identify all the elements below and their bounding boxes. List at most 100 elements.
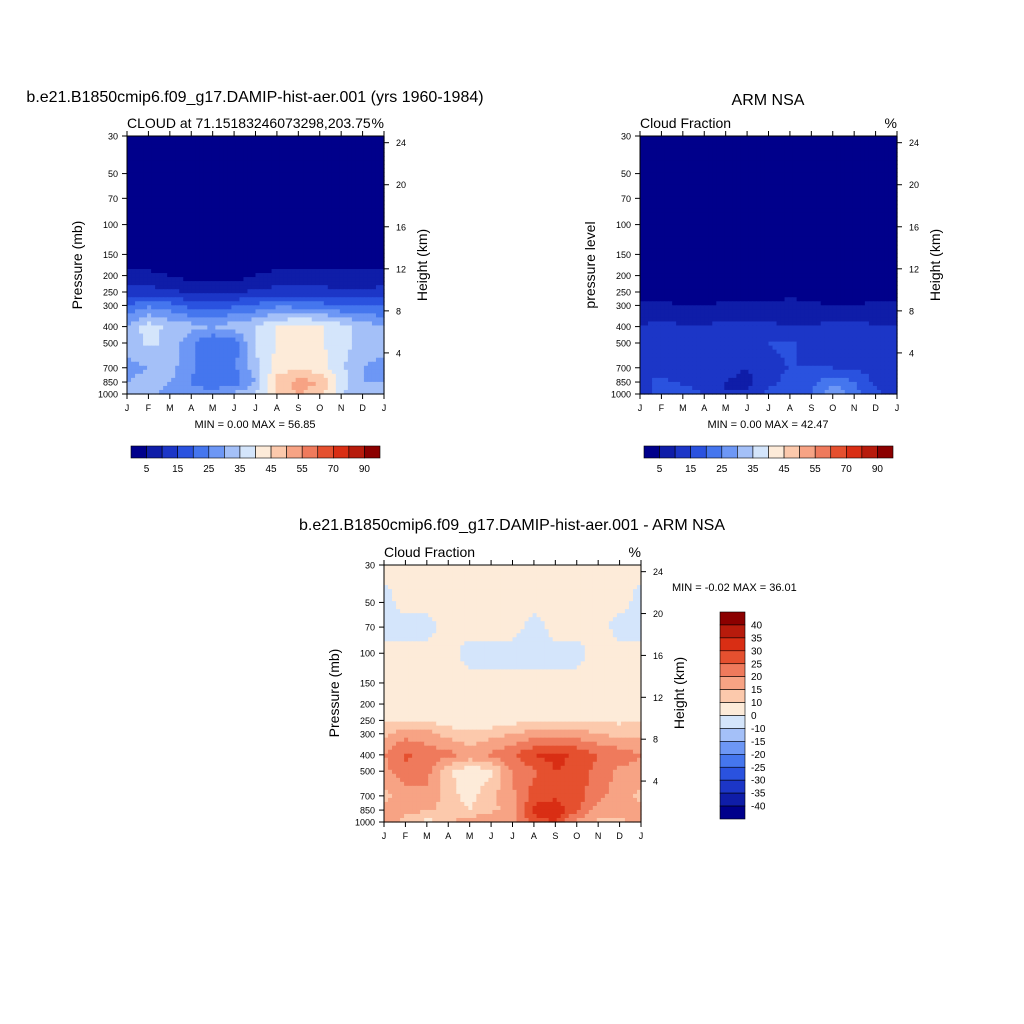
contour-cell — [788, 152, 794, 157]
contour-cell — [247, 148, 253, 153]
contour-cell — [235, 301, 241, 306]
contour-cell — [283, 160, 289, 165]
contour-cell — [195, 144, 200, 149]
contour-cell — [199, 228, 204, 234]
contour-cell — [255, 260, 261, 266]
contour-cell — [235, 236, 241, 242]
contour-cell — [231, 248, 237, 254]
contour-cell — [311, 192, 317, 198]
contour-cell — [195, 192, 200, 198]
contour-cell — [808, 168, 814, 173]
contour-cell — [199, 196, 204, 202]
contour-cell — [764, 180, 770, 185]
contour-cell — [143, 260, 148, 266]
contour-cell — [884, 168, 890, 173]
contour-cell — [171, 164, 176, 169]
contour-cell — [171, 220, 176, 226]
contour-cell — [275, 252, 281, 258]
contour-cell — [239, 180, 245, 185]
contour-cell — [740, 176, 746, 181]
contour-cell — [824, 152, 830, 157]
contour-cell — [656, 180, 661, 185]
contour-cell — [712, 156, 717, 161]
contour-cell — [255, 204, 261, 210]
contour-cell — [307, 260, 313, 266]
contour-cell — [175, 196, 180, 202]
contour-cell — [219, 341, 224, 347]
contour-cell — [243, 164, 249, 169]
contour-cell — [279, 381, 285, 387]
contour-cell — [744, 176, 750, 181]
contour-cell — [363, 256, 369, 262]
contour-cell — [155, 176, 160, 181]
contour-cell — [195, 337, 200, 343]
contour-cell — [207, 204, 212, 210]
contour-cell — [363, 140, 369, 145]
contour-cell — [247, 232, 253, 238]
contour-cell — [856, 172, 862, 177]
contour-cell — [327, 192, 333, 198]
contour-cell — [211, 240, 216, 246]
contour-cell — [231, 293, 237, 298]
contour-cell — [167, 309, 172, 314]
contour-cell — [163, 244, 168, 250]
contour-cell — [756, 180, 762, 185]
contour-cell — [143, 321, 148, 327]
contour-cell — [219, 248, 224, 254]
contour-cell — [143, 337, 148, 343]
contour-cell — [191, 208, 196, 214]
contour-cell — [191, 200, 196, 206]
contour-cell — [768, 156, 774, 161]
contour-cell — [331, 244, 337, 250]
contour-cell — [299, 389, 305, 395]
contour-cell — [251, 156, 257, 161]
contour-cell — [231, 321, 237, 327]
contour-cell — [331, 164, 337, 169]
contour-cell — [267, 136, 273, 141]
contour-cell — [271, 313, 277, 319]
contour-cell — [760, 180, 766, 185]
contour-cell — [211, 176, 216, 181]
contour-cell — [323, 208, 329, 214]
contour-cell — [155, 269, 160, 274]
contour-cell — [295, 204, 301, 210]
contour-cell — [355, 176, 361, 181]
contour-cell — [203, 156, 208, 161]
contour-cell — [359, 240, 365, 246]
contour-cell — [323, 188, 329, 194]
contour-cell — [732, 136, 737, 141]
contour-cell — [291, 337, 297, 343]
contour-cell — [660, 176, 665, 181]
contour-cell — [243, 256, 249, 262]
contour-cell — [259, 385, 265, 391]
contour-cell — [760, 140, 766, 145]
contour-cell — [311, 265, 317, 270]
contour-cell — [239, 313, 245, 319]
contour-cell — [247, 337, 253, 343]
contour-cell — [287, 244, 293, 250]
contour-cell — [231, 260, 237, 266]
contour-cell — [379, 224, 385, 230]
contour-cell — [271, 244, 277, 250]
height-tick-label: 4 — [396, 348, 401, 358]
contour-cell — [255, 333, 261, 339]
contour-cell — [315, 349, 321, 355]
contour-cell — [283, 353, 289, 359]
contour-cell — [131, 140, 136, 145]
contour-cell — [311, 204, 317, 210]
contour-cell — [239, 369, 245, 375]
contour-cell — [351, 212, 357, 218]
contour-cell — [231, 365, 237, 371]
contour-cell — [191, 220, 196, 226]
contour-cell — [167, 285, 172, 290]
contour-cell — [251, 337, 257, 343]
contour-cell — [191, 196, 196, 202]
contour-cell — [792, 152, 798, 157]
contour-cell — [728, 168, 733, 173]
contour-cell — [359, 140, 365, 145]
contour-cell — [307, 224, 313, 230]
contour-cell — [235, 180, 241, 185]
contour-cell — [736, 152, 741, 157]
contour-cell — [187, 297, 192, 302]
contour-cell — [267, 176, 273, 181]
